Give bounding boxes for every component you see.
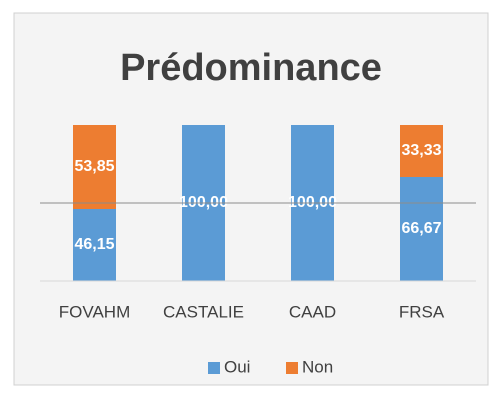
legend-swatch (208, 362, 220, 374)
bar-segment (73, 209, 116, 281)
data-label: 53,85 (74, 158, 114, 175)
x-tick-label: FRSA (399, 302, 445, 321)
bar-segment (400, 125, 443, 177)
bar-segment (400, 176, 443, 281)
legend-label: Oui (224, 357, 250, 376)
legend-label: Non (302, 357, 333, 376)
data-label: 46,15 (74, 236, 114, 253)
x-tick-label: FOVAHM (59, 302, 130, 321)
legend-swatch (286, 362, 298, 374)
bar-segment (73, 125, 116, 210)
data-label: 33,33 (401, 142, 441, 159)
x-tick-label: CASTALIE (163, 302, 244, 321)
data-label: 66,67 (401, 220, 441, 237)
chart-title: Prédominance (120, 47, 382, 89)
x-tick-label: CAAD (289, 302, 336, 321)
